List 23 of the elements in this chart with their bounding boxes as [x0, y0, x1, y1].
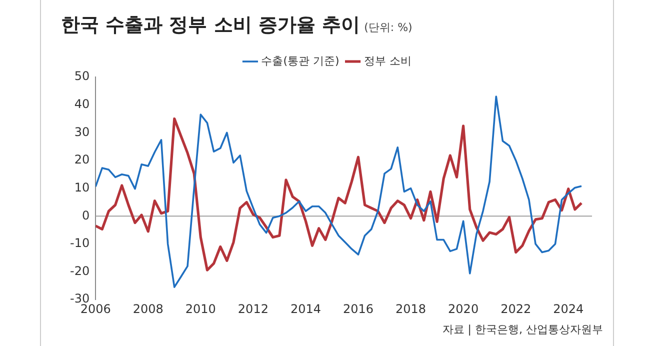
legend-label: 수출(통관 기준)	[261, 54, 340, 68]
x-tick-label: 2016	[342, 302, 374, 316]
text: 자료 | 한국은행, 산업통상자원부	[442, 322, 603, 337]
x-tick-label: 2020	[448, 302, 479, 316]
y-tick-label: 40	[74, 96, 90, 111]
y-tick-label: 0	[82, 208, 90, 222]
chart-title: 한국 수출과 정부 소비 증가율 추이	[61, 14, 360, 36]
y-tick-label: 30	[74, 124, 90, 139]
x-tick-label: 2014	[290, 302, 321, 316]
chart-subtitle: (단위: %)	[364, 21, 412, 34]
y-tick-label: -10	[70, 236, 90, 250]
x-tick-label: 2010	[185, 302, 216, 316]
y-tick-label: 10	[74, 180, 90, 194]
y-tick-label: 50	[74, 69, 90, 84]
y-tick-label: -20	[70, 264, 90, 278]
x-tick-label: 2024	[553, 302, 584, 316]
x-tick-label: 2008	[132, 302, 164, 316]
x-tick-label: 2022	[500, 302, 532, 316]
x-tick-label: 2012	[238, 302, 268, 316]
y-tick-label: 20	[74, 152, 90, 167]
legend-label: 정부 소비	[364, 54, 412, 68]
x-tick-label: 2006	[80, 302, 111, 316]
x-tick-label: 2018	[396, 302, 426, 316]
